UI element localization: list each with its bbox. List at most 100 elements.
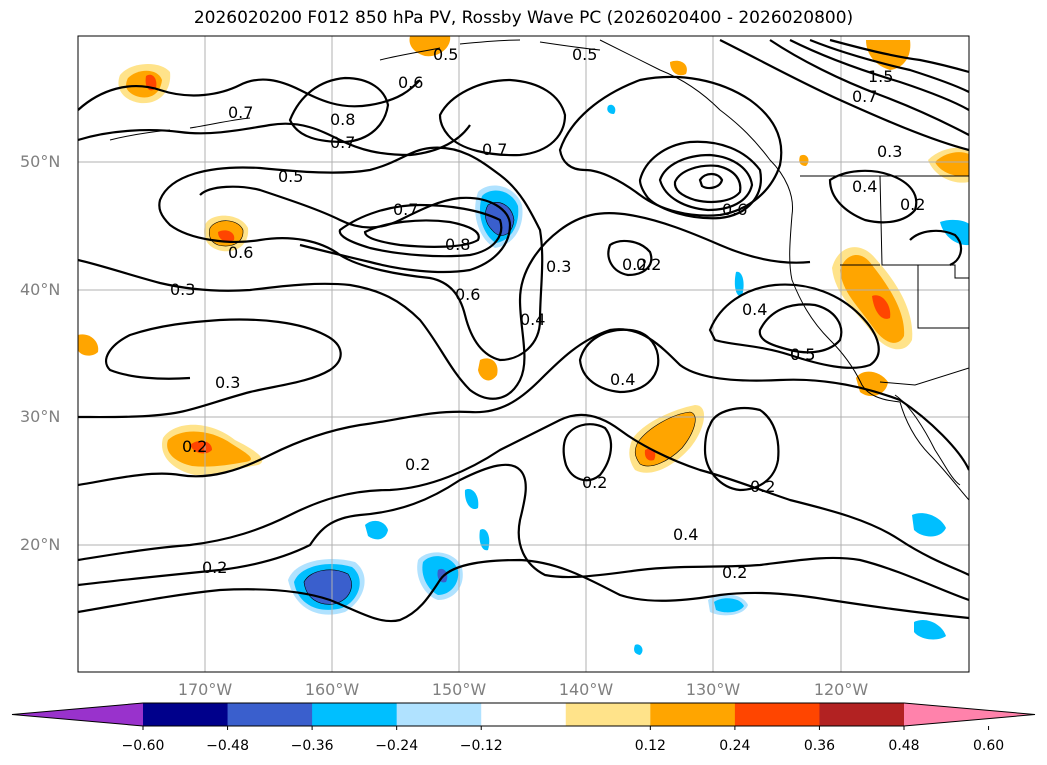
contour-label: 0.3 — [215, 373, 240, 392]
lat-label: 40°N — [20, 280, 61, 299]
pv-contour — [809, 38, 969, 93]
colorbar-segment — [481, 703, 567, 726]
contour-label: 0.8 — [445, 235, 470, 254]
contour-label: 0.2 — [636, 255, 661, 274]
state-border — [917, 265, 969, 329]
pv-contour — [769, 39, 969, 136]
colorbar-segment — [143, 703, 229, 726]
lat-label: 30°N — [20, 407, 61, 426]
contour-label: 0.4 — [673, 525, 698, 544]
positive-anomaly-patch — [935, 152, 969, 177]
lon-label: 170°W — [177, 680, 233, 699]
pv-contour — [578, 328, 660, 394]
contour-label: 0.3 — [170, 280, 195, 299]
north-america-coast — [599, 39, 969, 501]
colorbar — [11, 702, 1036, 730]
map-title: 2026020200 F012 850 hPa PV, Rossby Wave … — [193, 8, 854, 28]
lat-label: 20°N — [20, 535, 61, 554]
positive-anomaly-patch — [840, 254, 905, 343]
baja-california — [894, 394, 961, 486]
positive-anomaly-patch — [78, 334, 99, 356]
pv-contour — [78, 212, 811, 400]
lon-label: 150°W — [431, 680, 487, 699]
negative-anomaly-patch — [365, 520, 388, 540]
positive-anomaly-patch — [799, 154, 809, 166]
contour-label: 0.7 — [393, 200, 418, 219]
patch-outlines — [208, 201, 696, 605]
contour-label: 0.5 — [790, 345, 815, 364]
contour-label: 0.6 — [398, 73, 423, 92]
pv-contour — [288, 76, 390, 144]
pv-contour — [78, 413, 969, 576]
contour-label: 0.6 — [722, 200, 747, 219]
colorbar-extend-low — [12, 703, 143, 726]
pv-contour — [638, 140, 762, 220]
coastlines — [109, 39, 969, 501]
positive-anomaly-patch — [872, 295, 891, 319]
lon-label: 120°W — [813, 680, 869, 699]
negative-anomaly-patch — [464, 489, 479, 510]
colorbar-segment — [396, 703, 482, 726]
colorbar-tick-label: 0.12 — [634, 738, 666, 754]
pv-contour — [829, 38, 969, 74]
colorbar-segment — [565, 703, 651, 726]
negative-anomaly-patch — [607, 104, 616, 114]
contour-label-group: 0.5 0.5 0.5 0.7 0.8 0.7 0.7 0.5 0.7 0.8 … — [170, 45, 925, 582]
lon-label: 160°W — [304, 680, 360, 699]
positive-anomaly-patch — [218, 230, 235, 242]
pv-contour — [78, 328, 969, 487]
contour-label: 0.5 — [790, 345, 815, 364]
pv-contour — [708, 283, 880, 369]
colorbar-tick-label: −0.24 — [375, 738, 419, 754]
colorbar-extend-high — [904, 703, 1035, 726]
contour-label: 0.2 — [405, 455, 430, 474]
pv-contour — [719, 39, 969, 152]
contour-label: 0.5 — [572, 45, 597, 64]
negative-anomaly-patch — [479, 529, 490, 551]
pv-contour — [158, 146, 544, 362]
contour-label: 0.6 — [455, 285, 480, 304]
contour-label: 0.5 — [278, 167, 303, 186]
pv-contour — [758, 303, 843, 354]
colorbar-tick-label: 0.60 — [972, 738, 1005, 754]
pv-contour — [78, 318, 342, 419]
pv-contour — [673, 164, 742, 203]
contour-label: 0.8 — [330, 110, 355, 129]
contour-label: 0.6 — [228, 243, 253, 262]
positive-anomaly-patch — [478, 358, 498, 381]
contour-label: 0.3 — [546, 257, 571, 276]
contour-label: 0.7 — [330, 133, 355, 152]
alaska-islands — [379, 39, 601, 61]
pv-contour — [698, 172, 724, 190]
colorbar-tick-label: 0.48 — [888, 738, 920, 754]
contour-label: 0.3 — [877, 142, 902, 161]
positive-anomaly-patch — [644, 448, 656, 461]
negative-anomaly-patch — [734, 271, 744, 297]
contour-label: 0.7 — [852, 87, 877, 106]
contour-label: 0.5 — [433, 45, 458, 64]
contour-label: 0.4 — [520, 310, 545, 329]
pv-contour — [607, 239, 653, 277]
negative-anomaly-patch — [714, 598, 744, 613]
contour-label: 0.4 — [852, 177, 877, 196]
contour-label: 0.2 — [582, 473, 607, 492]
pv-contour — [658, 153, 754, 212]
pv-contour — [703, 407, 780, 492]
contour-label: 0.7 — [482, 140, 507, 159]
pv-contour — [558, 75, 783, 217]
contour-label: 0.2 — [622, 255, 647, 274]
pv-contour — [828, 169, 918, 224]
colorbar-segment — [227, 703, 313, 726]
negative-anomaly-patch — [914, 619, 946, 640]
pv-contour — [78, 558, 969, 623]
contour-label: 0.4 — [742, 300, 767, 319]
lon-label: 140°W — [558, 680, 614, 699]
pv-contour — [199, 185, 512, 274]
pv-contour — [438, 78, 567, 157]
us-mexico-border — [879, 367, 969, 386]
pv-contour — [909, 229, 963, 267]
plot-frame — [77, 35, 970, 673]
pv-contour — [562, 423, 613, 482]
colorbar-tick-label: 0.24 — [719, 738, 751, 754]
